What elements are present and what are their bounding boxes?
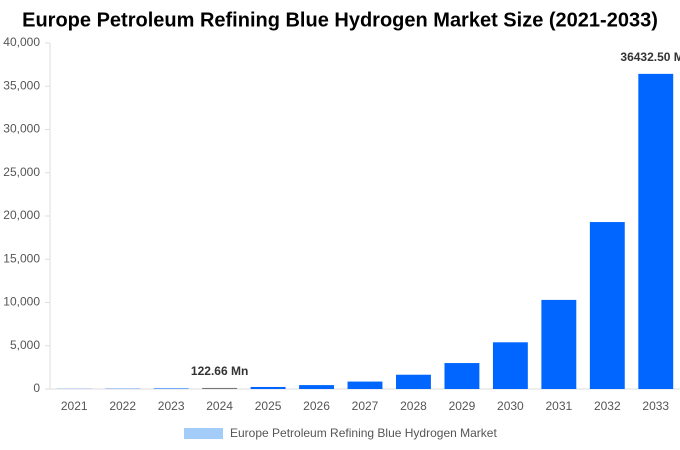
y-tick-label: 5,000 — [10, 338, 40, 352]
y-tick-label: 40,000 — [3, 35, 40, 49]
y-tick-label: 20,000 — [3, 208, 40, 222]
y-tick-label: 0 — [33, 381, 40, 395]
x-tick-label: 2025 — [255, 399, 282, 413]
y-tick-label: 15,000 — [3, 251, 40, 265]
x-tick-label: 2024 — [206, 399, 233, 413]
x-tick-label: 2023 — [158, 399, 185, 413]
x-tick-label: 2027 — [352, 399, 379, 413]
x-tick-label: 2029 — [449, 399, 476, 413]
bar — [250, 386, 286, 389]
x-tick-label: 2032 — [594, 399, 621, 413]
bar — [299, 385, 334, 389]
legend-label: Europe Petroleum Refining Blue Hydrogen … — [230, 426, 497, 440]
value-label: 36432.50 Mn — [620, 50, 680, 64]
bar — [541, 299, 577, 389]
bar — [638, 73, 674, 389]
y-tick-label: 25,000 — [3, 165, 40, 179]
bar — [347, 381, 383, 389]
bar — [153, 388, 189, 389]
x-tick-label: 2030 — [497, 399, 524, 413]
bar — [202, 387, 238, 389]
x-tick-label: 2026 — [303, 399, 330, 413]
bar — [444, 363, 480, 389]
x-tick-label: 2021 — [61, 399, 88, 413]
bar — [492, 342, 528, 389]
y-tick-label: 35,000 — [3, 78, 40, 92]
bar — [396, 374, 431, 389]
y-tick-label: 10,000 — [3, 295, 40, 309]
x-tick-label: 2028 — [400, 399, 427, 413]
chart-title: Europe Petroleum Refining Blue Hydrogen … — [22, 9, 658, 31]
legend-swatch — [184, 428, 223, 439]
value-label: 122.66 Mn — [191, 364, 248, 378]
bar — [589, 222, 625, 389]
y-tick-label: 30,000 — [3, 122, 40, 136]
x-tick-label: 2031 — [545, 399, 572, 413]
x-tick-label: 2033 — [642, 399, 669, 413]
x-tick-label: 2022 — [109, 399, 136, 413]
